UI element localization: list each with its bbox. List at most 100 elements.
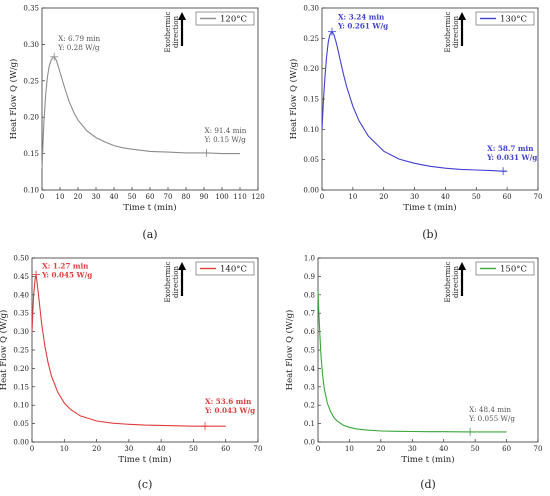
legend-label: 140°C	[220, 265, 247, 275]
x-axis-title: Time t (min)	[403, 202, 456, 213]
y-axis-title: Heat Flow Q (W/g)	[288, 59, 299, 140]
x-tick-label: 70	[164, 193, 173, 201]
series-line	[31, 274, 226, 427]
x-tick-label: 50	[472, 193, 481, 201]
annotation-text: X: 91.4 min Y: 0.15 W/g	[204, 126, 247, 144]
exothermic-label: direction	[452, 266, 460, 298]
annotation-text: X: 3.24 min Y: 0.261 W/g	[337, 13, 388, 31]
x-tick-label: 90	[200, 193, 209, 201]
x-tick-label: 60	[146, 193, 155, 201]
x-tick-label: 40	[157, 445, 166, 453]
y-tick-label: 0.4	[304, 365, 316, 373]
y-tick-label: 0.3	[304, 383, 315, 391]
legend-label: 130°C	[500, 15, 527, 25]
y-tick-label: 0.10	[23, 187, 39, 195]
x-axis-title: Time t (min)	[118, 454, 171, 465]
y-tick-label: 0.20	[23, 114, 39, 122]
y-tick-label: 0.9	[304, 273, 315, 281]
y-tick-label: 0.40	[13, 291, 29, 299]
annotation-text: X: 58.7 min Y: 0.031 W/g	[486, 144, 537, 162]
annotation-text: X: 6.79 min Y: 0.28 W/g	[57, 34, 100, 52]
exothermic-arrow-head	[178, 262, 186, 270]
y-tick-label: 0.45	[13, 273, 29, 281]
x-tick-label: 20	[92, 445, 101, 453]
x-tick-label: 70	[534, 193, 543, 201]
y-tick-label: 0.25	[13, 347, 29, 355]
legend-box	[475, 261, 535, 276]
legend-box	[195, 11, 255, 26]
legend-box	[195, 261, 255, 276]
y-tick-label: 0.20	[13, 365, 29, 373]
panel-label: (c)	[138, 478, 153, 491]
y-tick-label: 0.30	[23, 41, 39, 49]
exothermic-label: Exothermic	[444, 261, 452, 302]
x-tick-label: 30	[410, 193, 419, 201]
y-tick-label: 0.35	[13, 310, 29, 318]
y-tick-label: 0.15	[303, 96, 319, 104]
y-axis-title: Heat Flow Q (W/g)	[284, 310, 295, 391]
exothermic-arrow-head	[458, 262, 466, 270]
y-tick-label: 0.15	[13, 383, 29, 391]
chart-panel-3: 0 10 20 30 40 50 60 70 0.0 0.1 0.2 0.3 0.4 0.5 0.6 0.7 0…	[284, 255, 542, 492]
panel-label: (d)	[420, 478, 436, 491]
x-tick-label: 110	[233, 193, 246, 201]
chart-panel-2: 0 10 20 30 40 50 60 70 0.00 0.05 0.10 0.15 0.20 0.25 0…	[0, 255, 262, 492]
x-tick-label: 0	[316, 445, 320, 453]
legend-label: 120°C	[220, 15, 247, 25]
exothermic-arrow-head	[178, 12, 186, 20]
x-tick-label: 0	[30, 445, 34, 453]
x-tick-label: 60	[221, 445, 230, 453]
series-line	[317, 291, 507, 433]
y-tick-label: 0.35	[23, 5, 39, 13]
x-tick-label: 10	[345, 445, 354, 453]
exothermic-label: Exothermic	[164, 11, 172, 52]
exothermic-label: direction	[172, 266, 180, 298]
exothermic-label: Exothermic	[444, 11, 452, 52]
x-axis-title: Time t (min)	[123, 202, 176, 213]
y-tick-label: 0.1	[304, 420, 315, 428]
x-tick-label: 30	[124, 445, 133, 453]
legend-label: 150°C	[500, 265, 527, 275]
y-tick-label: 0.20	[303, 65, 319, 73]
x-tick-label: 0	[320, 193, 324, 201]
x-tick-label: 80	[182, 193, 191, 201]
exothermic-label: direction	[452, 16, 460, 48]
x-tick-label: 70	[534, 445, 543, 453]
y-tick-label: 0.10	[303, 126, 319, 134]
exothermic-label: Exothermic	[164, 261, 172, 302]
x-tick-label: 40	[441, 193, 450, 201]
plot-frame	[321, 7, 539, 191]
y-axis-title: Heat Flow Q (W/g)	[8, 59, 19, 140]
y-axis-title: Heat Flow Q (W/g)	[0, 310, 9, 391]
x-tick-label: 50	[189, 445, 198, 453]
y-tick-label: 0.30	[303, 5, 319, 13]
series-line	[41, 56, 240, 169]
x-tick-label: 50	[128, 193, 137, 201]
x-tick-label: 10	[56, 193, 65, 201]
x-tick-label: 10	[348, 193, 357, 201]
annotation-text: X: 48.4 min Y: 0.055 W/g	[468, 405, 515, 423]
y-tick-label: 0.8	[304, 291, 315, 299]
y-tick-label: 1.0	[304, 255, 315, 263]
y-tick-label: 0.15	[23, 150, 39, 158]
legend-box	[475, 11, 535, 26]
x-tick-label: 20	[376, 445, 385, 453]
exothermic-arrow-head	[458, 12, 466, 20]
chart-panel-1: 0 10 20 30 40 50 60 70 0.00 0.05 0.10 0.15 0.20 0.25 0…	[288, 5, 542, 242]
y-tick-label: 0.00	[13, 439, 29, 447]
y-tick-label: 0.2	[304, 402, 315, 410]
x-tick-label: 100	[215, 193, 228, 201]
x-tick-label: 10	[60, 445, 69, 453]
x-tick-label: 50	[471, 445, 480, 453]
y-tick-label: 0.25	[303, 35, 319, 43]
x-tick-label: 20	[379, 193, 388, 201]
y-tick-label: 0.30	[13, 328, 29, 336]
series-line	[321, 30, 508, 172]
y-tick-label: 0.00	[303, 187, 319, 195]
x-tick-label: 0	[40, 193, 44, 201]
y-tick-label: 0.10	[13, 402, 29, 410]
x-tick-label: 60	[503, 193, 512, 201]
x-tick-label: 120	[251, 193, 264, 201]
annotation-text: X: 1.27 min Y: 0.045 W/g	[41, 262, 92, 280]
